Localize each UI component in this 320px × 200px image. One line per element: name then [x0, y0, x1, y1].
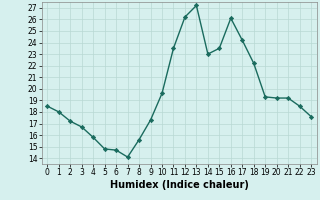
X-axis label: Humidex (Indice chaleur): Humidex (Indice chaleur): [110, 180, 249, 190]
